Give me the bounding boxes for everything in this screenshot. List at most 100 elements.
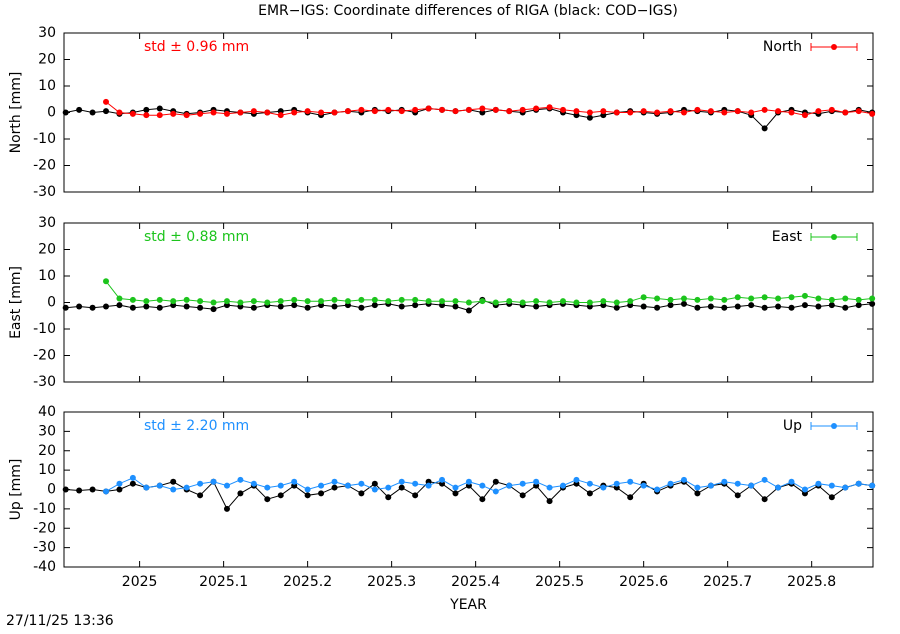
data-point: [492, 478, 499, 485]
data-point: [358, 296, 365, 303]
data-point: [385, 298, 392, 305]
data-point: [304, 492, 311, 499]
data-point: [667, 480, 674, 487]
data-point: [250, 480, 257, 487]
data-point: [398, 303, 405, 310]
data-point: [748, 109, 755, 116]
data-point: [828, 302, 835, 309]
data-point: [89, 304, 96, 311]
data-point: [815, 303, 822, 310]
data-point: [277, 482, 284, 489]
data-point: [291, 478, 298, 485]
data-point: [264, 496, 271, 503]
data-point: [680, 109, 687, 116]
data-point: [586, 299, 593, 306]
data-point: [412, 106, 419, 113]
legend-marker: [831, 423, 837, 429]
data-point: [223, 505, 230, 512]
legend-label: East: [772, 229, 803, 245]
data-point: [801, 112, 808, 119]
data-point: [479, 298, 486, 305]
data-point: [156, 112, 163, 119]
data-point: [801, 486, 808, 493]
data-point: [103, 488, 110, 495]
data-point: [183, 303, 190, 310]
data-point: [707, 295, 714, 302]
data-point: [815, 295, 822, 302]
data-point: [479, 482, 486, 489]
data-point: [694, 490, 701, 497]
data-point: [560, 106, 567, 113]
data-point: [627, 478, 634, 485]
data-point: [667, 296, 674, 303]
data-point: [560, 482, 567, 489]
data-point: [264, 484, 271, 491]
data-point: [600, 484, 607, 491]
data-point: [412, 480, 419, 487]
data-point: [143, 112, 150, 119]
data-point: [371, 108, 378, 115]
data-point: [761, 106, 768, 113]
data-point: [129, 296, 136, 303]
data-point: [640, 482, 647, 489]
data-point: [761, 294, 768, 301]
data-point: [385, 494, 392, 501]
data-point: [277, 112, 284, 119]
annotation: std ± 0.88 mm: [144, 229, 249, 245]
data-point: [842, 484, 849, 491]
data-point: [371, 302, 378, 309]
data-point: [264, 109, 271, 116]
y-tick-label: -20: [33, 158, 56, 174]
data-point: [492, 106, 499, 113]
data-point: [815, 108, 822, 115]
data-point: [519, 480, 526, 487]
data-point: [210, 306, 217, 313]
legend-label: North: [763, 39, 802, 55]
data-point: [533, 303, 540, 310]
data-point: [573, 476, 580, 483]
data-point: [62, 304, 69, 311]
data-point: [627, 109, 634, 116]
data-point: [170, 298, 177, 305]
data-point: [613, 109, 620, 116]
data-point: [385, 106, 392, 113]
data-point: [358, 304, 365, 311]
data-point: [748, 482, 755, 489]
data-point: [842, 304, 849, 311]
data-point: [264, 299, 271, 306]
data-point: [210, 478, 217, 485]
data-point: [465, 106, 472, 113]
data-point: [385, 484, 392, 491]
data-point: [197, 480, 204, 487]
data-point: [828, 296, 835, 303]
data-point: [546, 104, 553, 111]
data-point: [331, 303, 338, 310]
data-point: [479, 496, 486, 503]
data-point: [344, 298, 351, 305]
data-point: [291, 296, 298, 303]
y-tick-label: -30: [33, 540, 56, 556]
data-point: [237, 490, 244, 497]
data-point: [156, 304, 163, 311]
data-point: [223, 482, 230, 489]
data-point: [452, 484, 459, 491]
data-point: [223, 110, 230, 117]
data-point: [654, 486, 661, 493]
data-point: [613, 480, 620, 487]
data-point: [197, 492, 204, 499]
data-point: [761, 476, 768, 483]
data-point: [398, 296, 405, 303]
data-point: [250, 298, 257, 305]
data-point: [640, 303, 647, 310]
data-point: [654, 109, 661, 116]
series-line: [105, 101, 873, 116]
data-point: [694, 304, 701, 311]
y-tick-label: 40: [38, 404, 56, 420]
data-point: [506, 298, 513, 305]
data-point: [734, 492, 741, 499]
data-point: [129, 474, 136, 481]
data-point: [492, 488, 499, 495]
data-point: [855, 296, 862, 303]
data-point: [277, 298, 284, 305]
data-point: [775, 108, 782, 115]
